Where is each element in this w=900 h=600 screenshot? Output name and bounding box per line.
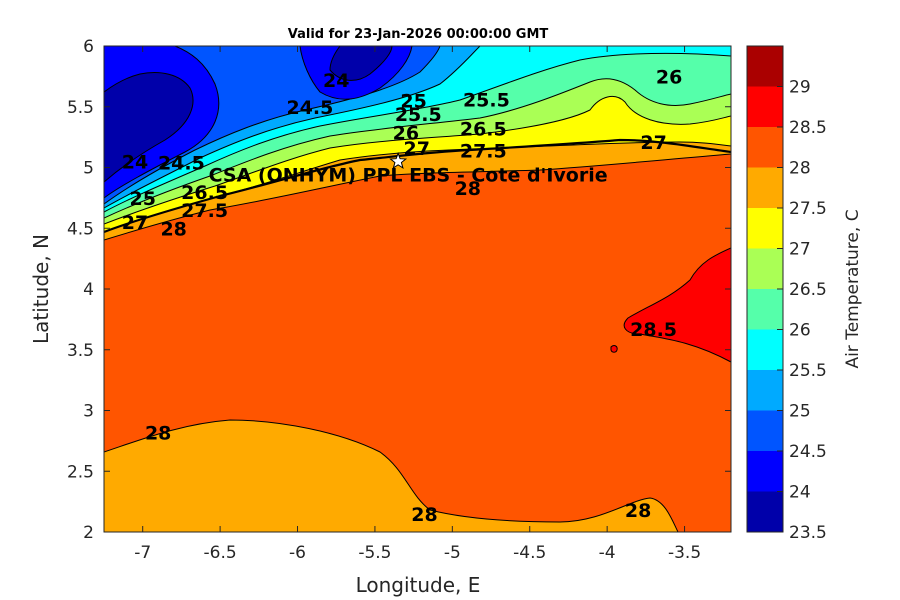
colorbar-tick-label: 23.5 bbox=[789, 523, 827, 543]
colorbar-tick-label: 29 bbox=[789, 78, 811, 98]
x-tick-label: -4 bbox=[599, 543, 616, 563]
contour-label: 24 bbox=[323, 70, 349, 92]
colorbar-tick-label: 28.5 bbox=[789, 118, 827, 138]
colorbar-swatch bbox=[747, 127, 783, 168]
y-tick-label: 3 bbox=[83, 402, 94, 422]
colorbar-tick-label: 27 bbox=[789, 240, 811, 260]
colorbar: 23.5 24 24.5 25 25.5 26 26.5 27 27.5 28 28.5 29 bbox=[746, 45, 827, 543]
contour-label: 28 bbox=[145, 422, 171, 444]
colorbar-swatch bbox=[747, 167, 783, 208]
contour-label: 28 bbox=[411, 504, 437, 526]
colorbar-tick-label: 25.5 bbox=[789, 361, 827, 381]
y-tick-label: 4 bbox=[83, 280, 94, 300]
y-tick-label: 2.5 bbox=[67, 462, 94, 482]
contour-label: 24 bbox=[122, 151, 148, 173]
x-tick-label: -6 bbox=[289, 543, 306, 563]
colorbar-swatch bbox=[747, 289, 783, 330]
colorbar-tick-label: 27.5 bbox=[789, 199, 827, 219]
x-tick-label: -5 bbox=[444, 543, 461, 563]
colorbar-label: Air Temperature, C bbox=[843, 209, 863, 368]
plot-area: -7 -6.5 -6 -5.5 -5 -4.5 -4 -3.5 2 2.5 3 3.5 4 4.5 5 5.… bbox=[67, 37, 732, 563]
contour-label: 24.5 bbox=[286, 97, 333, 119]
colorbar-swatch bbox=[747, 248, 783, 289]
band-27.5-28-south bbox=[104, 419, 679, 532]
contour-label: 25.5 bbox=[463, 89, 510, 111]
colorbar-swatch bbox=[747, 208, 783, 249]
contour-label: 27 bbox=[122, 212, 148, 234]
coastline bbox=[104, 138, 731, 234]
contour-label: 28 bbox=[160, 218, 186, 240]
station-name: CSA (ONHYM) PPL EBS - Cote d'Ivorie bbox=[209, 164, 608, 186]
y-tick-label: 3.5 bbox=[67, 341, 94, 361]
band-28.5-29-dot bbox=[610, 345, 618, 353]
contour-label: 27 bbox=[640, 132, 666, 154]
contour-label: 24.5 bbox=[158, 153, 205, 175]
y-tick-label: 5.5 bbox=[67, 98, 94, 118]
x-axis: -7 -6.5 -6 -5.5 -5 -4.5 -4 -3.5 bbox=[134, 46, 701, 563]
colorbar-tick-label: 25 bbox=[789, 402, 811, 422]
colorbar-swatch bbox=[747, 410, 783, 451]
contour-label: 25 bbox=[129, 188, 155, 210]
contour-label: 27 bbox=[403, 138, 429, 160]
colorbar-tick-label: 24 bbox=[789, 483, 811, 503]
x-axis-label: Longitude, E bbox=[356, 573, 481, 597]
contour-label: 26 bbox=[393, 122, 419, 144]
contour-label: 26.5 bbox=[460, 119, 507, 141]
contour-label: 26 bbox=[656, 66, 682, 88]
colorbar-swatch bbox=[747, 86, 783, 127]
band-28.5-29-east bbox=[623, 247, 731, 363]
contour-label: 28.5 bbox=[630, 319, 677, 341]
colorbar-swatch bbox=[747, 491, 783, 532]
colorbar-swatch bbox=[747, 370, 783, 411]
contour-label: 27.5 bbox=[181, 200, 228, 222]
contour-label: 25 bbox=[400, 91, 426, 113]
colorbar-tick-label: 24.5 bbox=[789, 442, 827, 462]
y-tick-label: 6 bbox=[83, 37, 94, 57]
contour-label: 27.5 bbox=[460, 140, 507, 162]
contour-label: 25.5 bbox=[395, 104, 442, 126]
band-23.5-24 bbox=[104, 46, 393, 183]
colorbar-tick-label: 26.5 bbox=[789, 280, 827, 300]
contour-label: 26.5 bbox=[181, 182, 228, 204]
x-tick-label: -3.5 bbox=[668, 543, 701, 563]
colorbar-tick-label: 26 bbox=[789, 321, 811, 341]
contour-label: 28 bbox=[625, 500, 651, 522]
y-axis: 2 2.5 3 3.5 4 4.5 5 5.5 6 bbox=[67, 37, 731, 543]
contour-label: 28 bbox=[455, 178, 481, 200]
x-tick-label: -5.5 bbox=[358, 543, 391, 563]
colorbar-swatch bbox=[747, 329, 783, 370]
y-tick-label: 4.5 bbox=[67, 219, 94, 239]
y-tick-label: 2 bbox=[83, 523, 94, 543]
x-tick-label: -4.5 bbox=[513, 543, 546, 563]
station-star-icon bbox=[389, 151, 408, 170]
station-marker-group: CSA (ONHYM) PPL EBS - Cote d'Ivorie bbox=[209, 151, 608, 186]
chart-title: Valid for 23-Jan-2026 00:00:00 GMT bbox=[288, 27, 549, 42]
y-tick-label: 5 bbox=[83, 159, 94, 179]
x-tick-label: -6.5 bbox=[204, 543, 237, 563]
colorbar-tick-label: 28 bbox=[789, 159, 811, 179]
y-axis-label: Latitude, N bbox=[29, 234, 53, 344]
colorbar-swatch bbox=[747, 46, 783, 87]
x-tick-label: -7 bbox=[134, 543, 151, 563]
colorbar-swatch bbox=[747, 451, 783, 492]
